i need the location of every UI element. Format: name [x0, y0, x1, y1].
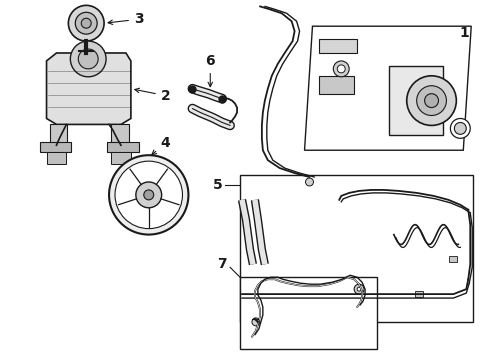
Circle shape — [416, 86, 446, 116]
Circle shape — [143, 190, 153, 200]
Polygon shape — [46, 53, 131, 125]
Bar — [40, 142, 71, 152]
Text: 2: 2 — [135, 88, 170, 103]
Bar — [111, 152, 131, 164]
Circle shape — [337, 65, 345, 73]
Text: 3: 3 — [108, 12, 143, 26]
Circle shape — [70, 41, 106, 77]
Circle shape — [353, 284, 364, 294]
Circle shape — [453, 122, 466, 134]
Text: 4: 4 — [152, 136, 170, 155]
Bar — [319, 76, 353, 94]
Bar — [388, 66, 443, 135]
Circle shape — [424, 94, 438, 108]
Bar — [46, 152, 66, 164]
Bar — [107, 142, 139, 152]
Bar — [111, 125, 129, 146]
Polygon shape — [304, 26, 470, 150]
Circle shape — [305, 178, 313, 186]
Bar — [354, 291, 362, 297]
Bar — [240, 277, 376, 349]
Text: 5: 5 — [213, 178, 223, 192]
Circle shape — [136, 182, 162, 208]
Circle shape — [78, 49, 98, 69]
Bar — [448, 256, 456, 262]
Circle shape — [75, 12, 97, 34]
Circle shape — [109, 155, 188, 235]
Circle shape — [68, 5, 104, 41]
Circle shape — [251, 318, 259, 326]
Circle shape — [356, 287, 360, 291]
Bar — [240, 175, 472, 322]
Text: 6: 6 — [205, 54, 215, 87]
Bar — [319, 39, 356, 53]
Bar — [414, 291, 422, 297]
Circle shape — [406, 76, 455, 125]
Circle shape — [81, 18, 91, 28]
Text: 1: 1 — [459, 26, 468, 40]
Circle shape — [449, 118, 469, 138]
Bar — [49, 125, 67, 146]
Circle shape — [115, 161, 182, 229]
Text: 7: 7 — [217, 257, 226, 271]
Bar — [295, 291, 303, 297]
Circle shape — [333, 61, 348, 77]
